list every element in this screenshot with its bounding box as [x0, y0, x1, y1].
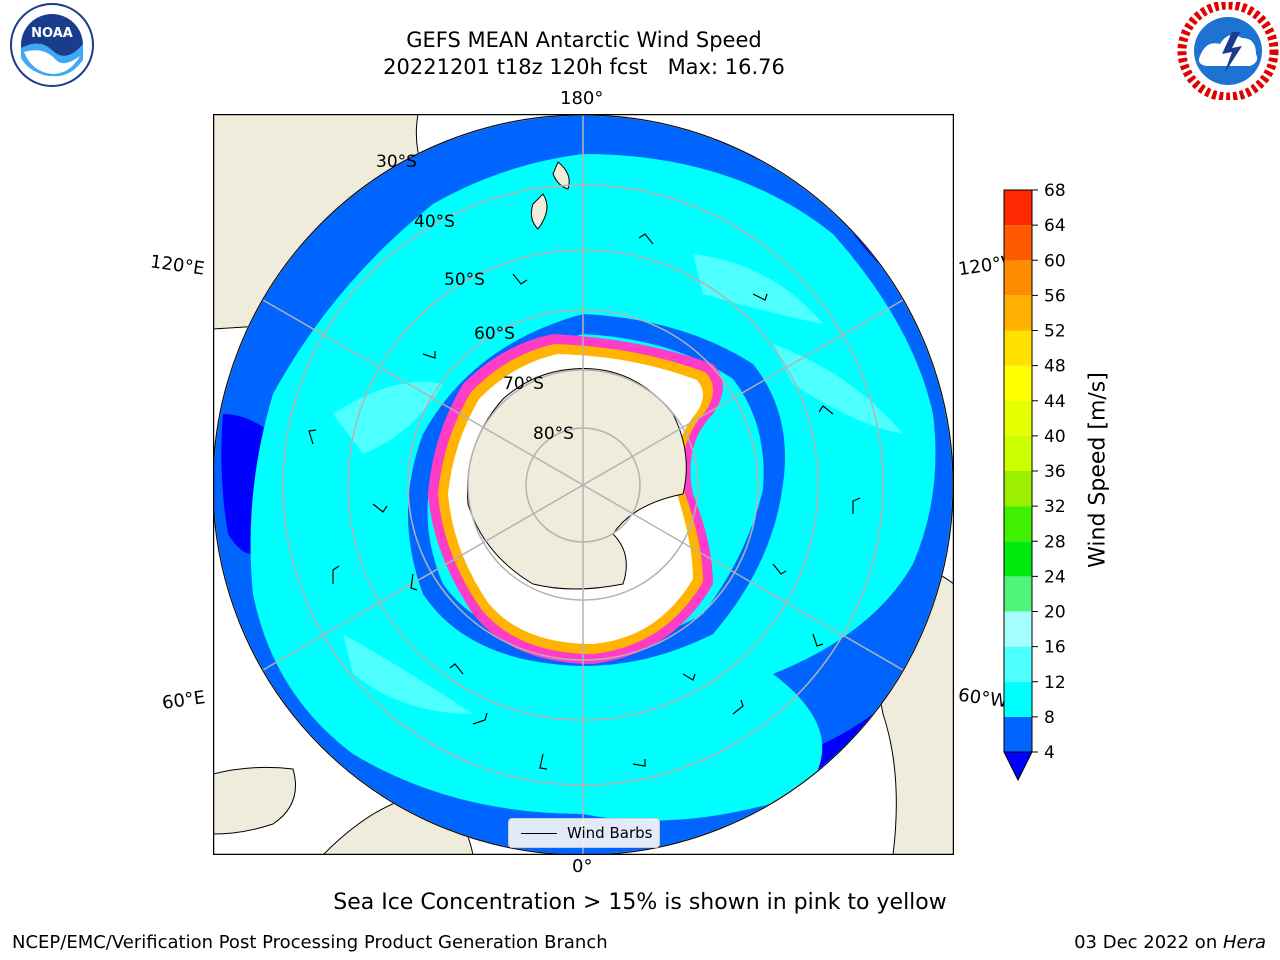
colorbar-box [1004, 471, 1032, 507]
colorbar-tick-label: 8 [1044, 708, 1055, 728]
caption: Sea Ice Concentration > 15% is shown in … [333, 890, 947, 915]
colorbar-tick-label: 20 [1044, 603, 1066, 623]
map-legend: Wind Barbs [508, 818, 660, 848]
lat-label-30s: 30°S [376, 152, 417, 172]
footer-left: NCEP/EMC/Verification Post Processing Pr… [12, 932, 608, 953]
colorbar-tick-label: 48 [1044, 357, 1066, 377]
nws-logo [1177, 2, 1279, 100]
footer-right: 03 Dec 2022 on Hera [1074, 932, 1266, 953]
colorbar-box [1004, 365, 1032, 401]
wind-barb-legend-line [521, 832, 557, 834]
colorbar-box [1004, 330, 1032, 366]
colorbar: 68 64 60 56 52 48 44 40 36 32 28 24 20 16 12 8 4 [1003, 181, 1066, 782]
lat-label-60s: 60°S [474, 324, 515, 344]
colorbar-tick-label: 4 [1044, 743, 1055, 763]
colorbar-box [1004, 576, 1032, 612]
lon-label-180: 180° [560, 88, 604, 109]
colorbar-box [1004, 295, 1032, 331]
footer-host: Hera [1222, 932, 1266, 953]
colorbar-tick-label: 64 [1044, 216, 1066, 236]
noaa-logo: NOAA [10, 3, 94, 87]
colorbar-tick-label: 60 [1044, 251, 1066, 271]
colorbar-box [1004, 506, 1032, 542]
colorbar-box [1004, 646, 1032, 682]
colorbar-box [1004, 541, 1032, 577]
footer-date: 03 Dec 2022 on [1074, 932, 1223, 953]
colorbar-tick-label: 36 [1044, 462, 1066, 482]
legend-label: Wind Barbs [567, 824, 653, 842]
lat-label-50s: 50°S [444, 270, 485, 290]
colorbar-label: Wind Speed [m/s] [1085, 372, 1111, 568]
colorbar-tick-label: 32 [1044, 497, 1066, 517]
colorbar-tick-label: 44 [1044, 392, 1066, 412]
polar-map [213, 114, 954, 855]
colorbar-box [1004, 435, 1032, 471]
new-zealand-land [530, 161, 570, 230]
noaa-logo-text: NOAA [31, 26, 73, 41]
africa-land [213, 766, 296, 835]
lat-label-80s: 80°S [533, 424, 574, 444]
colorbar-tick-label: 24 [1044, 567, 1066, 587]
colorbar-tick-label: 16 [1044, 638, 1066, 658]
lat-label-40s: 40°S [414, 212, 455, 232]
colorbar-box [1004, 400, 1032, 436]
lon-label-0: 0° [572, 856, 593, 877]
colorbar-box [1004, 260, 1032, 296]
colorbar-extend [1003, 751, 1033, 782]
colorbar-box [1004, 681, 1032, 717]
colorbar-tick-label: 12 [1044, 673, 1066, 693]
chart-title: GEFS MEAN Antarctic Wind Speed [406, 28, 762, 52]
colorbar-box [1004, 716, 1032, 752]
colorbar-tick-label: 56 [1044, 286, 1066, 306]
colorbar-tick-label: 28 [1044, 532, 1066, 552]
colorbar-box [1004, 611, 1032, 647]
colorbar-tick-label: 40 [1044, 427, 1066, 447]
colorbar-box [1004, 190, 1032, 226]
colorbar-box [1004, 225, 1032, 261]
lon-label-60e: 60°E [160, 687, 207, 714]
colorbar-tick-label: 68 [1044, 181, 1066, 201]
colorbar-tick-label: 52 [1044, 322, 1066, 342]
lat-label-70s: 70°S [503, 374, 544, 394]
chart-subtitle: 20221201 t18z 120h fcst Max: 16.76 [383, 55, 785, 79]
lon-label-120e: 120°E [148, 251, 206, 280]
